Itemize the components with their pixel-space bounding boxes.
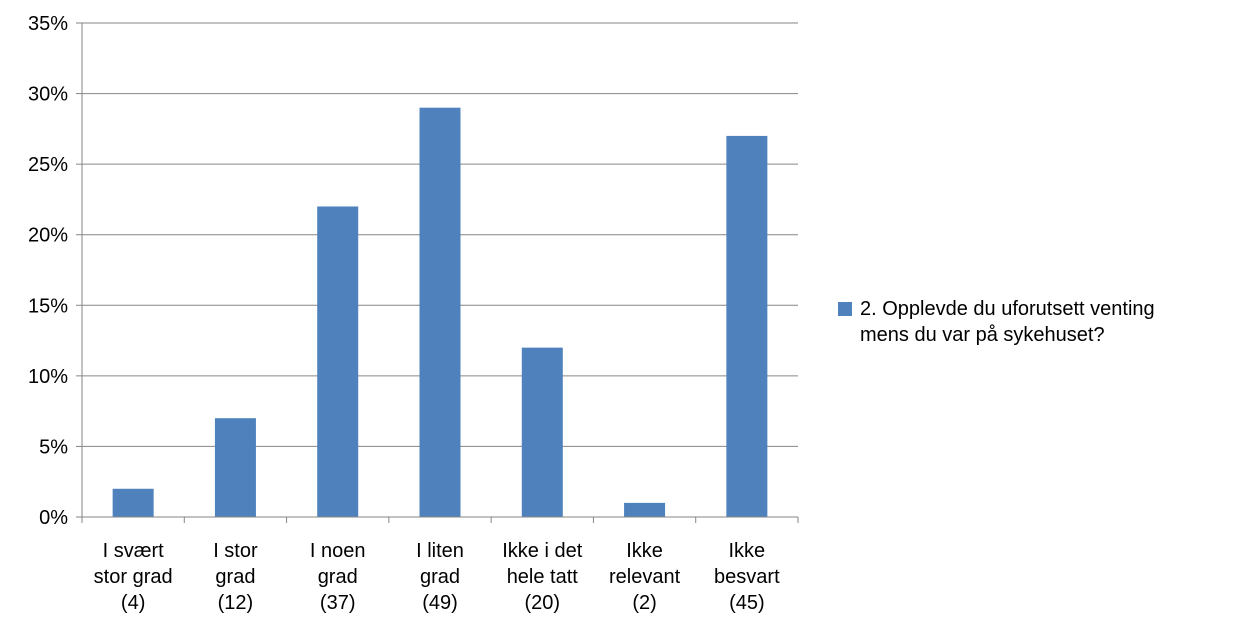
y-tick-label: 15% bbox=[28, 295, 68, 317]
bar bbox=[521, 347, 563, 517]
bar bbox=[214, 418, 256, 517]
axes bbox=[76, 22, 799, 523]
y-tick-label: 20% bbox=[28, 225, 68, 247]
y-tick-label: 35% bbox=[28, 13, 68, 35]
x-tick-label: I stor grad (12) bbox=[213, 540, 258, 614]
bar bbox=[112, 488, 154, 517]
x-tick-label: Ikke relevant (2) bbox=[609, 540, 681, 614]
x-tick-label: Ikke besvart (45) bbox=[714, 540, 780, 614]
bar bbox=[317, 206, 359, 517]
x-tick-label: I liten grad (49) bbox=[416, 540, 464, 614]
bar bbox=[419, 107, 461, 517]
y-tick-label: 0% bbox=[39, 507, 68, 529]
y-tick-labels: 0% 5% 10% 15% 20% 25% 30% 35% bbox=[28, 13, 68, 529]
bar bbox=[726, 135, 768, 517]
legend-label: 2. Opplevde du uforutsett venting mens d… bbox=[860, 298, 1155, 346]
y-tick-label: 10% bbox=[28, 366, 68, 388]
x-tick-label: I svært stor grad (4) bbox=[94, 540, 173, 614]
x-tick-label: Ikke i det hele tatt (20) bbox=[502, 540, 582, 614]
bars bbox=[112, 107, 768, 517]
y-tick-label: 25% bbox=[28, 154, 68, 176]
x-tick-labels: I svært stor grad (4) I stor grad (12) I noen g… bbox=[94, 540, 780, 614]
bar bbox=[624, 502, 666, 517]
legend: 2. Opplevde du uforutsett venting mens d… bbox=[838, 296, 1228, 348]
y-tick-label: 5% bbox=[39, 436, 68, 458]
y-tick-label: 30% bbox=[28, 84, 68, 106]
x-tick-label: I noen grad (37) bbox=[310, 540, 366, 614]
legend-swatch bbox=[838, 302, 852, 316]
